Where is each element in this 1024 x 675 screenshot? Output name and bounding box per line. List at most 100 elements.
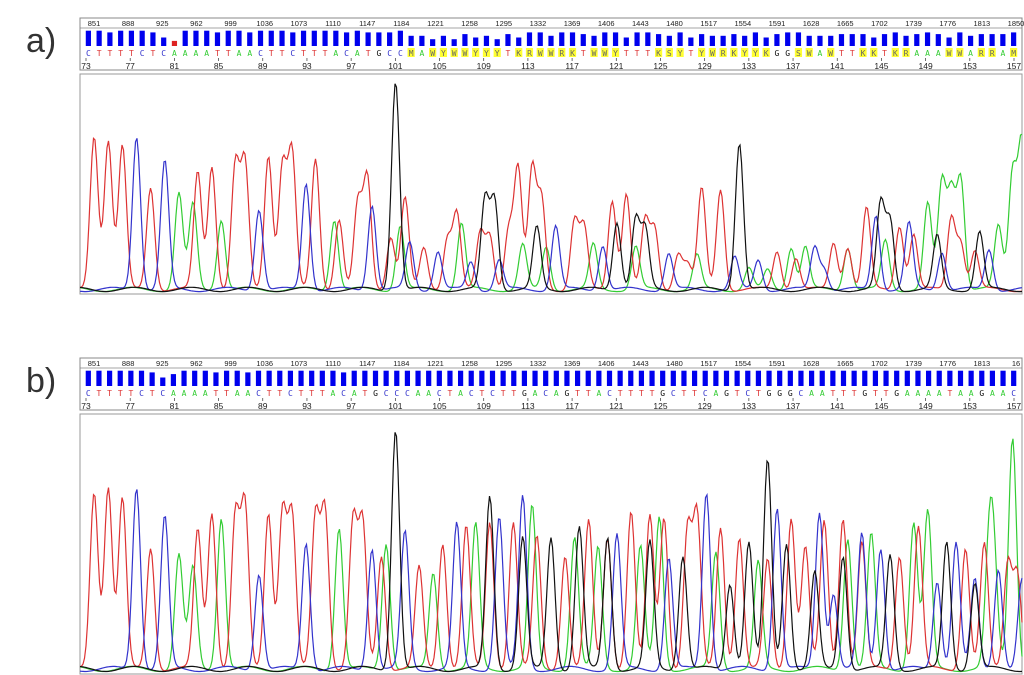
- p1-quality-bar: [723, 370, 730, 386]
- p0-quality-bar: [214, 32, 221, 46]
- p1-scan-tick: 1776: [939, 359, 956, 368]
- p0-position-tick: 93: [302, 61, 312, 71]
- p1-quality-bar: [213, 372, 219, 386]
- p1-base-call: T: [97, 389, 102, 398]
- p1-base-call: T: [479, 389, 484, 398]
- p0-quality-bar: [473, 37, 479, 46]
- p0-base-call: C: [387, 49, 392, 58]
- p0-quality-bar: [505, 34, 511, 46]
- p0-ambiguous-highlight: [515, 48, 523, 57]
- p1-base-call: T: [362, 389, 367, 398]
- p1-base-call: C: [437, 389, 442, 398]
- p1-base-call: T: [628, 389, 633, 398]
- p0-quality-bar: [128, 30, 135, 46]
- p0-base-call: Y: [495, 49, 500, 58]
- p0-base-call: A: [247, 49, 252, 58]
- p0-ambiguous-highlight: [547, 48, 555, 57]
- p1-position-tick: 153: [963, 401, 977, 411]
- p1-base-call: C: [384, 389, 389, 398]
- p0-base-call: K: [656, 49, 661, 58]
- p0-quality-bar: [892, 32, 898, 46]
- p0-base-call: G: [376, 49, 381, 58]
- p0-scan-tick: 1554: [734, 19, 751, 28]
- p0-base-call: T: [151, 49, 156, 58]
- p0-scan-tick: 1332: [530, 19, 547, 28]
- p0-quality-bar: [204, 30, 210, 46]
- p1-quality-bar: [872, 370, 879, 386]
- p1-trace-G: [79, 432, 1023, 673]
- p0-base-call: W: [957, 49, 962, 58]
- p0-quality-bar: [462, 34, 468, 46]
- p1-quality-bar: [915, 370, 921, 386]
- p1-quality-bar: [223, 370, 230, 386]
- p0-quality-bar: [430, 39, 436, 46]
- p1-quality-bar: [702, 370, 708, 386]
- p1-base-call: G: [565, 389, 570, 398]
- p1-quality-bar: [532, 370, 538, 386]
- p0-base-call: A: [333, 49, 338, 58]
- p0-base-call: T: [624, 49, 629, 58]
- p1-quality-bar: [564, 370, 570, 386]
- p0-ambiguous-highlight: [751, 48, 760, 57]
- p0-quality-bar: [387, 32, 393, 46]
- p1-base-call: A: [192, 389, 197, 398]
- p0-quality-bar: [978, 34, 984, 46]
- p0-quality-bar: [602, 32, 608, 46]
- p0-base-call: W: [602, 49, 607, 58]
- p0-position-tick: 121: [609, 61, 623, 71]
- p0-base-call: A: [968, 49, 973, 58]
- p1-base-call: A: [458, 389, 463, 398]
- p1-base-call: T: [128, 389, 133, 398]
- p0-base-call: A: [419, 49, 424, 58]
- p1-base-call: C: [745, 389, 750, 398]
- p0-quality-bar: [559, 32, 565, 46]
- p1-base-call: T: [735, 389, 740, 398]
- p1-quality-bar: [681, 370, 687, 386]
- p1-base-call: T: [884, 389, 889, 398]
- p0-quality-bar: [785, 32, 791, 46]
- p1-quality-bar: [255, 370, 262, 386]
- p1-base-call: T: [320, 389, 325, 398]
- p1-scan-tick: 1591: [769, 359, 786, 368]
- p1-quality-bar: [106, 370, 113, 386]
- p1-quality-bar: [404, 370, 411, 386]
- p0-scan-tick: 1480: [666, 19, 683, 28]
- p1-base-call: T: [267, 389, 272, 398]
- p1-position-tick: 97: [346, 401, 356, 411]
- p0-ambiguous-highlight: [988, 48, 996, 57]
- p1-quality-bar: [489, 370, 496, 386]
- p1-base-call: T: [118, 389, 123, 398]
- p1-base-call: G: [724, 389, 729, 398]
- p1-quality-bar: [500, 370, 506, 386]
- p0-ambiguous-highlight: [827, 48, 835, 57]
- p1-base-call: C: [86, 389, 91, 398]
- p0-quality-bar: [817, 35, 823, 46]
- p1-base-call: T: [756, 389, 761, 398]
- p0-quality-bar: [193, 30, 199, 46]
- p1-quality-bar: [202, 370, 208, 386]
- p0-base-call: K: [764, 49, 769, 58]
- p1-scan-tick: 1628: [803, 359, 820, 368]
- p0-quality-bar: [365, 32, 371, 46]
- p1-quality-bar: [436, 370, 442, 386]
- p1-trace-area: [79, 413, 1023, 675]
- p1-quality-bar: [266, 370, 272, 386]
- p1-position-tick: 93: [302, 401, 312, 411]
- p0-base-call: C: [290, 49, 295, 58]
- p1-position-tick: 137: [786, 401, 800, 411]
- p1-base-call: C: [405, 389, 410, 398]
- p1-quality-bar: [149, 372, 155, 386]
- p0-position-tick: 89: [258, 61, 268, 71]
- p0-quality-bar: [161, 37, 167, 46]
- p0-base-call: R: [904, 49, 909, 58]
- p0-position-tick: 113: [521, 61, 535, 71]
- p1-scan-tick: 1702: [871, 359, 888, 368]
- p0-ambiguous-highlight: [525, 48, 534, 57]
- p0-quality-bar: [494, 39, 500, 46]
- p1-base-call: A: [426, 389, 431, 398]
- p1-quality-bar: [192, 370, 198, 386]
- p1-base-call: G: [788, 389, 793, 398]
- p1-quality-bar: [883, 370, 889, 386]
- p0-scan-tick: 1295: [495, 19, 512, 28]
- p0-base-call: K: [516, 49, 521, 58]
